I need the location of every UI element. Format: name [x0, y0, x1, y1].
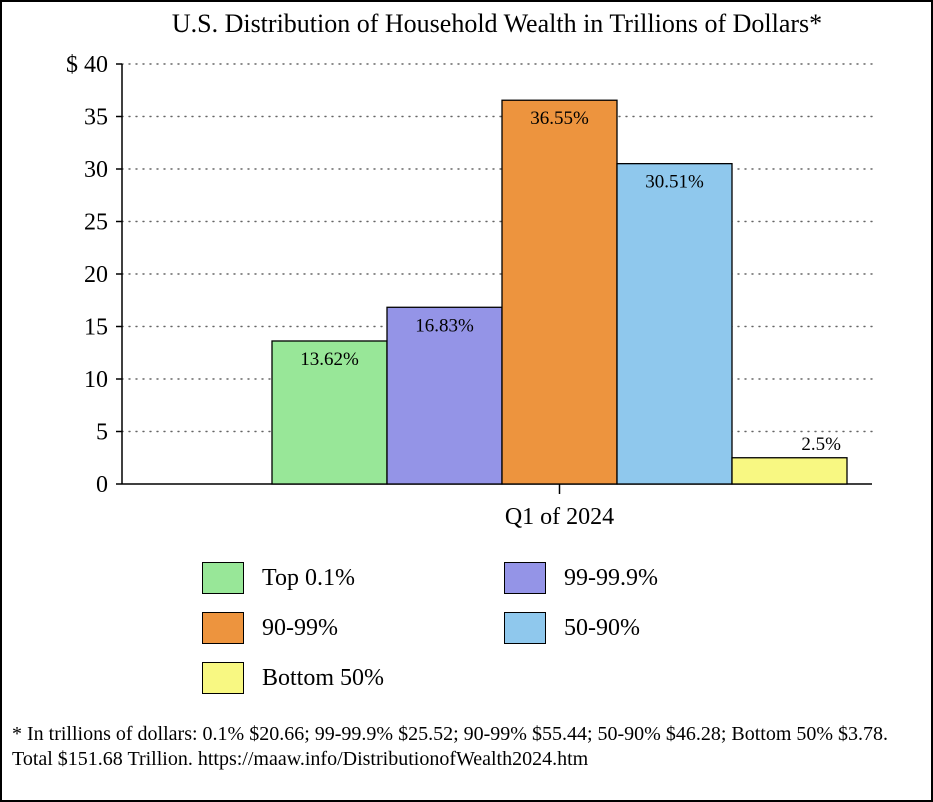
bar [617, 164, 732, 484]
bar [732, 458, 847, 484]
legend-label: 50-90% [564, 615, 640, 642]
legend-swatch [202, 612, 244, 644]
bar-value-label: 2.5% [801, 434, 841, 455]
bar-value-label: 36.55% [530, 108, 589, 129]
bar-value-label: 30.51% [645, 172, 704, 193]
x-axis-label: Q1 of 2024 [505, 504, 614, 530]
y-tick-label: $ 40 [66, 52, 108, 78]
y-tick-label: 25 [84, 210, 108, 236]
legend-swatch [202, 662, 244, 694]
legend-label: Top 0.1% [262, 565, 355, 592]
chart-title: U.S. Distribution of Household Wealth in… [172, 9, 822, 38]
legend: Top 0.1% 99-99.9% 90-99% 50-90% Bottom 5… [202, 562, 658, 694]
legend-swatch [202, 562, 244, 594]
legend-swatch [504, 562, 546, 594]
y-tick-label: 0 [96, 472, 108, 498]
bar [502, 100, 617, 484]
y-tick-label: 35 [84, 105, 108, 131]
legend-swatch [504, 612, 546, 644]
legend-item: Bottom 50% [202, 662, 384, 694]
legend-label: 90-99% [262, 615, 338, 642]
legend-item: Top 0.1% [202, 562, 384, 594]
legend-item: 50-90% [504, 612, 658, 644]
footnote: * In trillions of dollars: 0.1% $20.66; … [12, 722, 921, 772]
legend-label: Bottom 50% [262, 665, 384, 692]
y-tick-label: 20 [84, 262, 108, 288]
y-tick-label: 15 [84, 315, 108, 341]
bar-value-label: 16.83% [415, 315, 474, 336]
legend-label: 99-99.9% [564, 565, 658, 592]
legend-item: 99-99.9% [504, 562, 658, 594]
bar-value-label: 13.62% [300, 349, 359, 370]
y-tick-label: 30 [84, 157, 108, 183]
chart-container: U.S. Distribution of Household Wealth in… [0, 0, 933, 802]
bar-chart: U.S. Distribution of Household Wealth in… [2, 2, 931, 542]
legend-item: 90-99% [202, 612, 384, 644]
y-tick-label: 10 [84, 367, 108, 393]
y-tick-label: 5 [96, 420, 108, 446]
